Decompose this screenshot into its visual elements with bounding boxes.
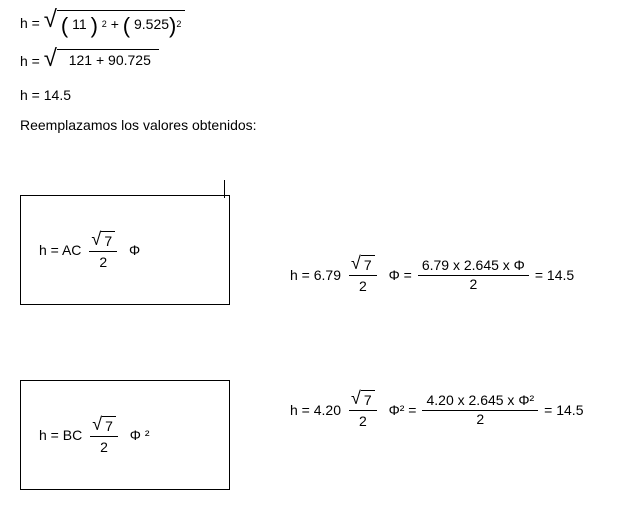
c2-over: 2 bbox=[476, 411, 484, 427]
c1-over: 2 bbox=[469, 276, 477, 292]
c2-eq: = 14.5 bbox=[544, 402, 583, 418]
f1-phi: Φ bbox=[129, 242, 140, 258]
radical-icon: √ bbox=[44, 47, 57, 71]
equation-2: h = √ 121 + 90.725 bbox=[20, 49, 599, 73]
calc-1: h = 6.79 √ 7 2 Φ = 6.79 x 2.645 x Φ 2 = … bbox=[290, 255, 574, 294]
c2-frac: √ 7 2 bbox=[347, 390, 379, 429]
c1-lhs: h = 6.79 bbox=[290, 267, 341, 283]
eq1-radicand: ( 11 ) 2 + ( 9.525 )2 bbox=[57, 10, 185, 35]
f1-frac: √ 7 2 bbox=[87, 231, 119, 270]
c2-den: 2 bbox=[349, 410, 377, 429]
squared: 2 bbox=[176, 19, 181, 29]
c1-num: 7 bbox=[364, 257, 372, 273]
f2-frac: √ 7 2 bbox=[88, 416, 120, 455]
squared: 2 bbox=[102, 19, 107, 29]
sqrt-icon: √ ( 11 ) 2 + ( 9.525 )2 bbox=[44, 10, 186, 35]
equation-1: h = √ ( 11 ) 2 + ( 9.525 )2 bbox=[20, 10, 599, 35]
c2-expr: 4.20 x 2.645 x Φ² bbox=[422, 392, 538, 411]
c2-lhs: h = 4.20 bbox=[290, 402, 341, 418]
c1-den: 2 bbox=[349, 275, 377, 294]
c2-frac2: 4.20 x 2.645 x Φ² 2 bbox=[422, 392, 538, 427]
f1-lhs: h = AC bbox=[39, 242, 81, 258]
eq1-a: 11 bbox=[72, 16, 87, 32]
sentence-text: Reemplazamos los valores obtenidos: bbox=[20, 117, 257, 133]
eq2-radicand: 121 + 90.725 bbox=[57, 49, 159, 68]
f1-num: 7 bbox=[104, 233, 112, 249]
eq2-b: 90.725 bbox=[108, 52, 151, 68]
radical-icon: √ bbox=[44, 8, 57, 32]
formula-box-1: h = AC √ 7 2 Φ bbox=[20, 195, 230, 305]
sqrt-icon: √ 7 bbox=[351, 390, 375, 408]
f2-num: 7 bbox=[105, 418, 113, 434]
plus: + bbox=[96, 52, 104, 68]
open-paren-icon: ( bbox=[61, 15, 68, 37]
equation-3: h = 14.5 bbox=[20, 87, 599, 103]
close-paren-icon: ) bbox=[169, 15, 176, 37]
page: h = √ ( 11 ) 2 + ( 9.525 )2 h = √ 121 + … bbox=[0, 0, 619, 521]
f2-den: 2 bbox=[90, 436, 118, 455]
c2-num: 7 bbox=[364, 392, 372, 408]
f2-phi: Φ ² bbox=[130, 427, 150, 443]
c1-mid: Φ = bbox=[389, 267, 412, 283]
radical-icon: √ bbox=[351, 389, 361, 407]
c1-eq: = 14.5 bbox=[535, 267, 574, 283]
sentence: Reemplazamos los valores obtenidos: bbox=[20, 117, 599, 133]
c1-frac: √ 7 2 bbox=[347, 255, 379, 294]
radical-icon: √ bbox=[91, 230, 101, 248]
calc-2: h = 4.20 √ 7 2 Φ² = 4.20 x 2.645 x Φ² 2 … bbox=[290, 390, 584, 429]
eq1-lhs: h = bbox=[20, 15, 40, 31]
eq3-lhs: h = 14.5 bbox=[20, 87, 71, 103]
eq2-lhs: h = bbox=[20, 53, 40, 69]
sqrt-icon: √ 121 + 90.725 bbox=[44, 49, 159, 73]
c2-mid: Φ² = bbox=[389, 402, 417, 418]
radical-icon: √ bbox=[351, 254, 361, 272]
close-paren-icon: ) bbox=[91, 15, 98, 37]
sqrt-icon: √ 7 bbox=[351, 255, 375, 273]
eq2-a: 121 bbox=[69, 52, 92, 68]
eq1-b: 9.525 bbox=[134, 16, 169, 32]
open-paren-icon: ( bbox=[123, 15, 130, 37]
formula-box-2: h = BC √ 7 2 Φ ² bbox=[20, 380, 230, 490]
c1-frac2: 6.79 x 2.645 x Φ 2 bbox=[418, 257, 529, 292]
radical-icon: √ bbox=[92, 415, 102, 433]
f2-lhs: h = BC bbox=[39, 427, 82, 443]
f1-den: 2 bbox=[89, 251, 117, 270]
sqrt-icon: √ 7 bbox=[91, 231, 115, 249]
sqrt-icon: √ 7 bbox=[92, 416, 116, 434]
c1-expr: 6.79 x 2.645 x Φ bbox=[418, 257, 529, 276]
